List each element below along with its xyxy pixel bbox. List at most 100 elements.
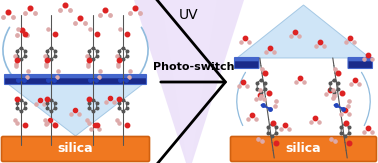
Point (120, 58, 126, 61)
Point (13, 65, 19, 67)
Point (72, 22, 78, 24)
Point (22, 101, 28, 104)
Point (94, 33, 100, 35)
Point (259, 140, 265, 143)
Point (343, 41, 349, 43)
Point (14, 59, 20, 61)
Point (369, 131, 375, 133)
Point (113, 119, 119, 121)
FancyBboxPatch shape (348, 58, 372, 68)
Point (313, 45, 319, 47)
Point (127, 12, 133, 14)
Point (107, 14, 113, 16)
Point (257, 89, 263, 91)
Point (14, 49, 20, 52)
Point (44, 55, 50, 58)
Point (102, 9, 108, 11)
Point (12, 119, 18, 121)
Point (55, 69, 61, 72)
Point (365, 54, 371, 56)
Point (267, 47, 273, 49)
Point (43, 65, 49, 67)
Point (331, 95, 337, 97)
Polygon shape (237, 5, 370, 58)
Point (116, 28, 122, 31)
Point (335, 88, 341, 90)
Point (271, 51, 277, 53)
Point (273, 132, 279, 134)
Point (33, 103, 39, 105)
Point (94, 124, 100, 126)
Point (12, 54, 19, 57)
Point (90, 98, 96, 101)
Point (342, 135, 348, 138)
Point (116, 121, 122, 124)
Point (86, 98, 92, 100)
Point (297, 77, 303, 79)
Point (270, 122, 276, 124)
Point (48, 110, 54, 113)
Point (41, 103, 47, 105)
Point (51, 78, 57, 81)
Point (330, 96, 336, 99)
Point (286, 128, 292, 130)
Point (111, 101, 117, 103)
Point (265, 126, 271, 128)
Point (86, 55, 92, 58)
Point (238, 41, 244, 43)
Point (18, 98, 24, 101)
Point (67, 9, 73, 11)
Point (335, 72, 341, 74)
FancyBboxPatch shape (234, 58, 259, 68)
Point (271, 105, 277, 108)
Point (262, 88, 268, 90)
Point (94, 107, 100, 110)
Point (84, 119, 90, 121)
Point (25, 69, 31, 72)
Point (90, 110, 96, 113)
Point (292, 31, 298, 33)
Point (120, 110, 126, 113)
Point (22, 124, 28, 126)
Point (22, 12, 28, 14)
Point (348, 83, 354, 85)
Point (123, 78, 129, 81)
Point (327, 82, 333, 84)
Point (259, 104, 265, 106)
Point (51, 101, 57, 104)
Point (42, 54, 48, 57)
Point (296, 35, 302, 37)
Point (84, 54, 90, 57)
Point (90, 58, 96, 61)
Point (116, 78, 122, 81)
Point (107, 97, 113, 99)
Point (24, 34, 30, 36)
Point (22, 49, 28, 52)
Point (45, 28, 51, 31)
Point (96, 76, 102, 78)
Point (253, 98, 259, 100)
Point (86, 49, 92, 52)
Point (312, 117, 318, 119)
Point (344, 105, 350, 108)
Point (339, 92, 345, 94)
Point (257, 94, 263, 96)
Point (18, 46, 24, 49)
Point (93, 78, 99, 81)
Point (338, 113, 344, 115)
Point (340, 108, 346, 110)
FancyBboxPatch shape (5, 75, 146, 78)
Point (115, 54, 121, 57)
Point (361, 131, 367, 133)
Point (18, 110, 24, 113)
Point (321, 45, 327, 47)
Point (44, 121, 50, 124)
Point (43, 123, 49, 125)
Point (257, 96, 263, 99)
Point (51, 123, 57, 125)
Point (124, 124, 130, 126)
Point (37, 99, 43, 101)
Point (282, 124, 288, 126)
Point (347, 142, 353, 144)
Point (82, 22, 88, 24)
